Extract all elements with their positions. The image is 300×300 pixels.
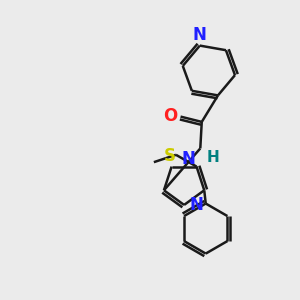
Text: N: N [182, 150, 196, 168]
Text: H: H [206, 150, 219, 165]
Text: N: N [193, 26, 207, 44]
Text: S: S [164, 147, 176, 165]
Text: N: N [190, 196, 204, 214]
Text: O: O [163, 107, 177, 125]
